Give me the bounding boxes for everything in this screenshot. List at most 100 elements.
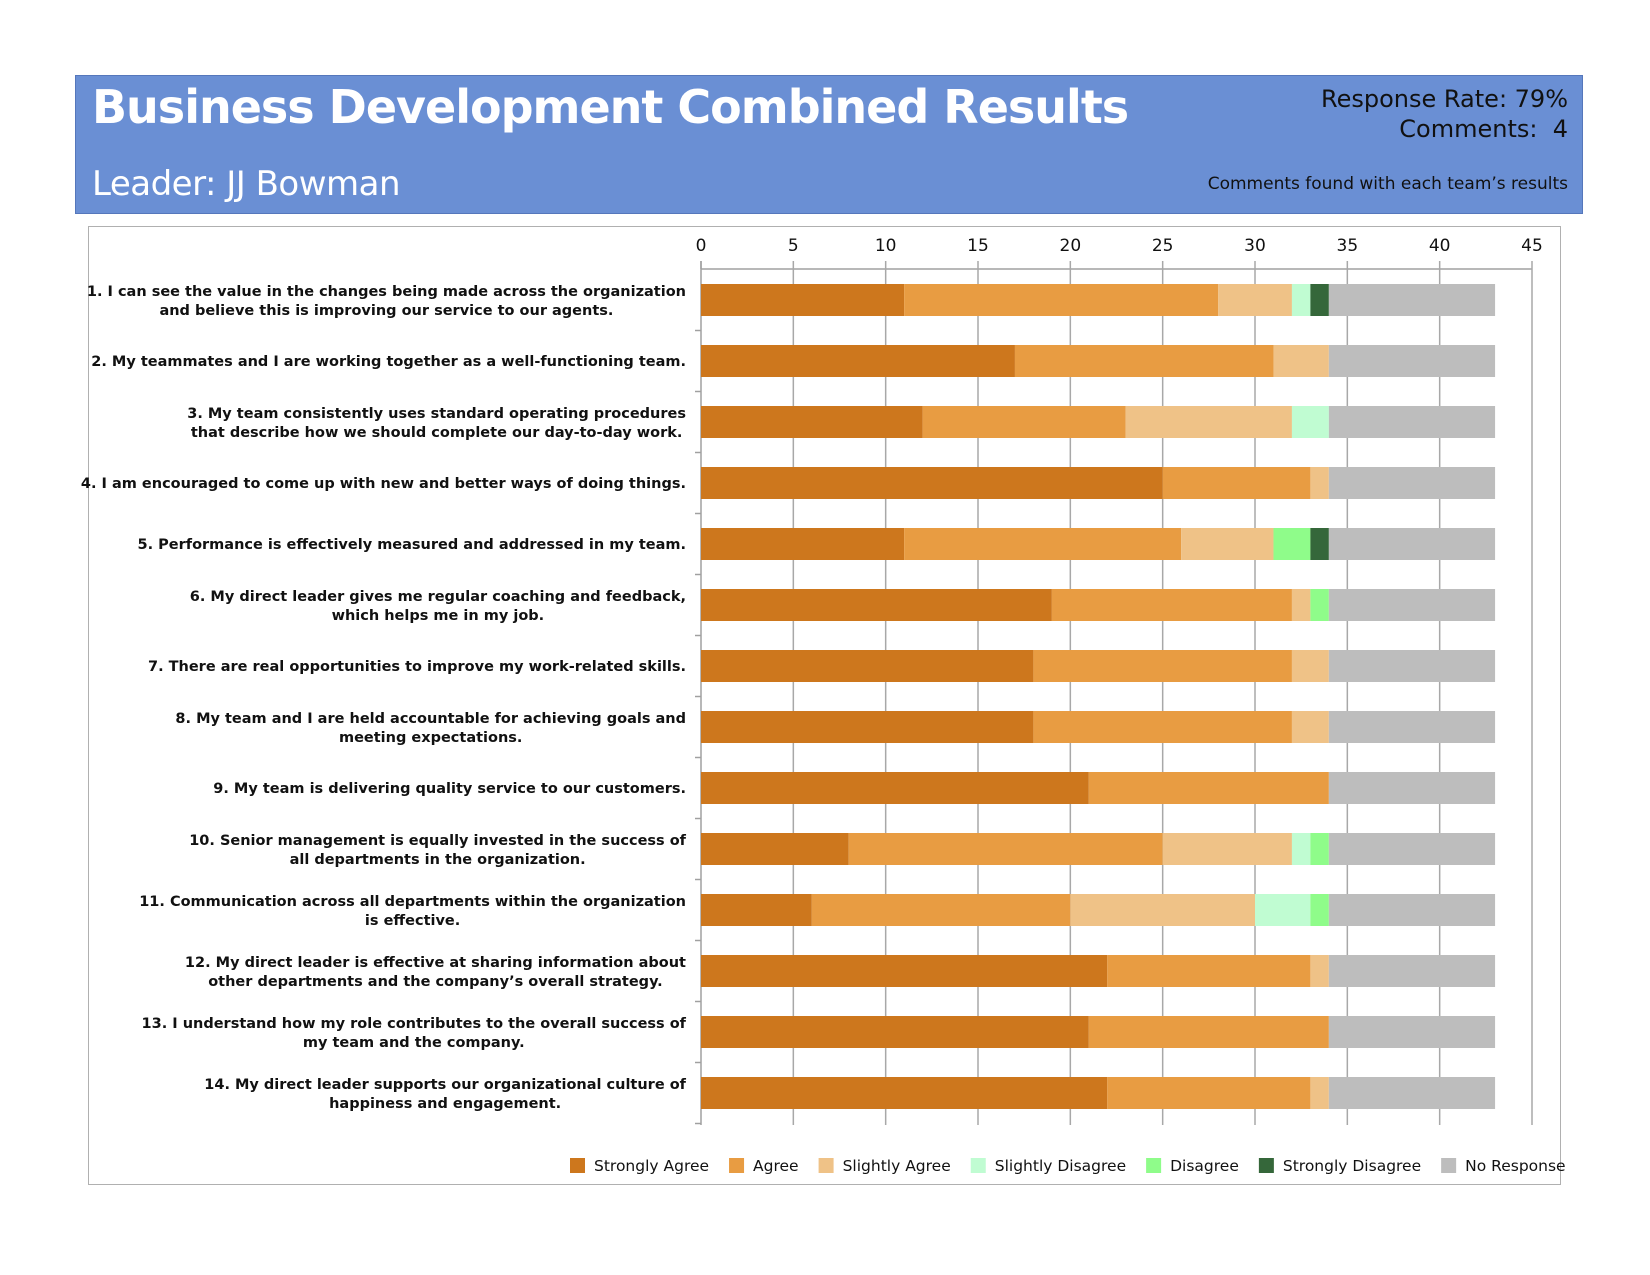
bar-segment-slightly-agree [1291, 711, 1329, 743]
bar-segment-agree [1033, 650, 1292, 682]
bar-row-2 [701, 345, 1496, 377]
bar-segment-no-response [1328, 284, 1496, 316]
bar-row-6 [701, 589, 1496, 621]
legend-item-disagree: Disagree [1146, 1157, 1239, 1175]
bar-segment-slightly-agree [1310, 1077, 1329, 1109]
bar-row-4 [701, 467, 1496, 499]
question-label: 12. My direct leader is effective at sha… [185, 955, 686, 990]
question-label-line: all departments in the organization. [290, 852, 586, 868]
bar-row-5 [701, 528, 1496, 560]
question-label-line: 10. Senior management is equally investe… [189, 833, 686, 849]
question-label-line: 5. Performance is effectively measured a… [138, 537, 687, 553]
question-label-line: happiness and engagement. [329, 1096, 561, 1112]
x-tick-label: 25 [1152, 236, 1174, 256]
question-label-line: 13. I understand how my role contributes… [142, 1016, 687, 1032]
bar-segment-disagree [1310, 589, 1329, 621]
question-label-line: which helps me in my job. [332, 608, 545, 624]
bar-row-3 [701, 406, 1496, 438]
bar-segment-slightly-disagree [1291, 406, 1329, 438]
question-label-line: and believe this is improving our servic… [159, 303, 613, 319]
bar-segment-no-response [1328, 528, 1496, 560]
bar-row-8 [701, 711, 1496, 743]
bar-segment-strongly-agree [701, 955, 1108, 987]
bar-segment-strongly-agree [701, 284, 905, 316]
question-label-line: my team and the company. [303, 1035, 525, 1051]
legend-label: No Response [1465, 1157, 1565, 1175]
legend-swatch [729, 1158, 745, 1173]
chart-frame [88, 226, 1561, 1185]
bar-segment-strongly-agree [701, 833, 849, 865]
leader-name: Leader: JJ Bowman [92, 164, 401, 204]
x-tick-label: 35 [1337, 236, 1359, 256]
comments-count: Comments: 4 [1399, 115, 1568, 143]
question-label: 9. My team is delivering quality service… [213, 781, 686, 797]
bar-segment-strongly-agree [701, 1016, 1089, 1048]
bar-segment-agree [904, 284, 1219, 316]
bar-segment-strongly-agree [701, 1077, 1108, 1109]
x-tick-label: 40 [1429, 236, 1451, 256]
bar-row-9 [701, 772, 1496, 804]
bar-segment-strongly-agree [701, 772, 1089, 804]
bar-row-14 [701, 1077, 1496, 1109]
bar-segment-slightly-agree [1181, 528, 1274, 560]
question-label-line: 1. I can see the value in the changes be… [87, 284, 686, 300]
question-label: 10. Senior management is equally investe… [189, 833, 686, 868]
bar-row-7 [701, 650, 1496, 682]
bar-segment-no-response [1328, 955, 1496, 987]
bar-segment-agree [1014, 345, 1274, 377]
bar-segment-disagree [1310, 894, 1329, 926]
bar-segment-no-response [1328, 345, 1496, 377]
bar-segment-no-response [1328, 711, 1496, 743]
question-label: 6. My direct leader gives me regular coa… [190, 589, 686, 624]
bar-segment-slightly-agree [1291, 650, 1329, 682]
question-label: 4. I am encouraged to come up with new a… [81, 476, 686, 492]
legend-label: Strongly Agree [594, 1157, 709, 1175]
question-label-line: is effective. [365, 913, 460, 929]
question-label-line: 6. My direct leader gives me regular coa… [190, 589, 686, 605]
bar-segment-slightly-agree [1273, 345, 1329, 377]
bar-segment-slightly-agree [1310, 955, 1329, 987]
legend-swatch [970, 1158, 986, 1173]
question-label: 1. I can see the value in the changes be… [87, 284, 686, 319]
bar-segment-slightly-agree [1070, 894, 1255, 926]
bar-segment-strongly-agree [701, 406, 923, 438]
question-label: 11. Communication across all departments… [139, 894, 686, 929]
bar-segment-no-response [1328, 894, 1496, 926]
legend: Strongly Agree Agree Slightly Agree Slightl… [570, 1157, 1566, 1175]
question-label-line: that describe how we should complete our… [191, 425, 683, 441]
bar-segment-strongly-agree [701, 467, 1163, 499]
bar-row-13 [701, 1016, 1496, 1048]
bar-segment-agree [1088, 1016, 1329, 1048]
bar-segment-agree [1107, 1077, 1311, 1109]
question-label-line: 8. My team and I are held accountable fo… [175, 711, 686, 727]
bar-segment-agree [811, 894, 1071, 926]
legend-swatch [1146, 1158, 1162, 1173]
question-label-line: 2. My teammates and I are working togeth… [91, 354, 686, 370]
legend-swatch [1258, 1158, 1274, 1173]
bar-segment-strongly-agree [701, 345, 1015, 377]
question-label: 13. I understand how my role contributes… [142, 1016, 687, 1051]
legend-item-strongly-disagree: Strongly Disagree [1258, 1157, 1421, 1175]
question-label: 5. Performance is effectively measured a… [138, 537, 687, 553]
bar-segment-slightly-disagree [1255, 894, 1311, 926]
bar-row-10 [701, 833, 1496, 865]
bar-segment-strongly-agree [701, 528, 905, 560]
bar-segment-agree [904, 528, 1182, 560]
bar-segment-disagree [1310, 833, 1329, 865]
question-label-line: 4. I am encouraged to come up with new a… [81, 476, 686, 492]
bar-row-12 [701, 955, 1496, 987]
question-label: 8. My team and I are held accountable fo… [175, 711, 686, 746]
legend-swatch [570, 1158, 585, 1173]
legend-item-strongly-agree: Strongly Agree [570, 1157, 709, 1175]
bar-segment-no-response [1328, 406, 1496, 438]
bar-segment-strongly-agree [701, 711, 1034, 743]
question-label: 2. My teammates and I are working togeth… [91, 354, 686, 370]
legend-item-slightly-disagree: Slightly Disagree [970, 1157, 1126, 1175]
bar-segment-agree [1051, 589, 1292, 621]
question-label-line: meeting expectations. [339, 730, 522, 746]
bar-segment-strongly-agree [701, 589, 1052, 621]
bar-segment-slightly-agree [1125, 406, 1292, 438]
x-tick-label: 10 [875, 236, 897, 256]
bar-row-1 [701, 284, 1496, 316]
bar-segment-no-response [1328, 650, 1496, 682]
